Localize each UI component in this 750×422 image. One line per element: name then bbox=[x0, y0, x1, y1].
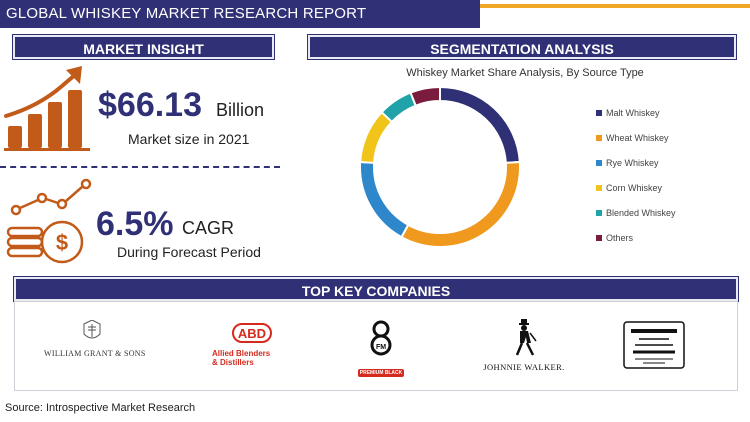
allied-blenders-name: Allied Blenders & Distillers bbox=[212, 349, 292, 367]
svg-text:$: $ bbox=[56, 230, 68, 255]
crest-icon bbox=[83, 319, 101, 339]
growth-chart-icon bbox=[4, 66, 90, 151]
legend-swatch bbox=[596, 110, 602, 116]
header-band bbox=[0, 0, 480, 28]
legend-label: Wheat Whiskey bbox=[606, 133, 669, 143]
legend-swatch bbox=[596, 135, 602, 141]
abd-mark: ABD bbox=[232, 323, 272, 343]
legend-item: Rye Whiskey bbox=[596, 158, 659, 168]
legend-swatch bbox=[596, 210, 602, 216]
william-grant-logo: WILLIAM GRANT & SONS bbox=[44, 319, 146, 358]
abd-mark-text: ABD bbox=[238, 326, 266, 341]
legend-item: Corn Whiskey bbox=[596, 183, 662, 193]
legend-item: Wheat Whiskey bbox=[596, 133, 669, 143]
legend-swatch bbox=[596, 235, 602, 241]
william-grant-name: WILLIAM GRANT & SONS bbox=[44, 349, 146, 358]
allied-name-line1: Allied Blenders bbox=[212, 349, 271, 358]
jack-daniels-label bbox=[623, 321, 685, 369]
allied-blenders-logo: ABD Allied Blenders & Distillers bbox=[212, 322, 292, 367]
top-companies-heading: TOP KEY COMPANIES bbox=[14, 277, 738, 301]
donut-slice-blended-whiskey bbox=[380, 91, 418, 124]
8pm-logo: FM PREMIUM BLACK bbox=[353, 320, 409, 379]
header-accent-line bbox=[480, 4, 750, 8]
donut-chart bbox=[359, 85, 521, 248]
donut-slice-malt-whiskey bbox=[439, 85, 521, 164]
legend-item: Blended Whiskey bbox=[596, 208, 676, 218]
coin-growth-icon: $ bbox=[6, 178, 92, 264]
johnnie-walker-logo: JOHNNIE WALKER. bbox=[478, 317, 570, 372]
allied-name-line2: & Distillers bbox=[212, 358, 254, 367]
market-size-caption: Market size in 2021 bbox=[128, 131, 250, 147]
segmentation-heading: SEGMENTATION ANALYSIS bbox=[308, 35, 736, 59]
donut-slice-corn-whiskey bbox=[359, 110, 394, 164]
legend-label: Corn Whiskey bbox=[606, 183, 663, 193]
legend-item: Malt Whiskey bbox=[596, 108, 660, 118]
chart-title: Whiskey Market Share Analysis, By Source… bbox=[406, 67, 644, 79]
legend-label: Others bbox=[606, 233, 634, 243]
johnnie-walker-name: JOHNNIE WALKER. bbox=[483, 362, 565, 372]
figure-eight-mark: FM bbox=[370, 320, 392, 356]
premium-black-badge: PREMIUM BLACK bbox=[357, 369, 405, 377]
legend-item: Others bbox=[596, 233, 633, 243]
donut-slice-wheat-whiskey bbox=[400, 160, 521, 248]
market-size-unit: Billion bbox=[216, 100, 265, 120]
legend-label: Blended Whiskey bbox=[606, 208, 676, 218]
jack-daniels-logo bbox=[619, 321, 689, 374]
cagr-label: CAGR bbox=[182, 218, 235, 238]
dashed-divider bbox=[0, 166, 280, 168]
companies-panel bbox=[14, 301, 738, 391]
striding-man-icon bbox=[515, 319, 537, 356]
market-insight-heading: MARKET INSIGHT bbox=[13, 35, 274, 59]
fm-mark-text: FM bbox=[376, 344, 386, 351]
donut-slice-rye-whiskey bbox=[359, 160, 410, 239]
market-size-value: $66.13 bbox=[98, 86, 202, 124]
legend-swatch bbox=[596, 185, 602, 191]
cagr-caption: During Forecast Period bbox=[117, 244, 261, 260]
legend-swatch bbox=[596, 160, 602, 166]
legend-label: Rye Whiskey bbox=[606, 158, 659, 168]
page-title: GLOBAL WHISKEY MARKET RESEARCH REPORT bbox=[6, 5, 367, 22]
donut-slice-others bbox=[409, 85, 441, 107]
cagr-value: 6.5% bbox=[96, 205, 174, 243]
legend-label: Malt Whiskey bbox=[606, 108, 660, 118]
source-note: Source: Introspective Market Research bbox=[5, 402, 196, 414]
